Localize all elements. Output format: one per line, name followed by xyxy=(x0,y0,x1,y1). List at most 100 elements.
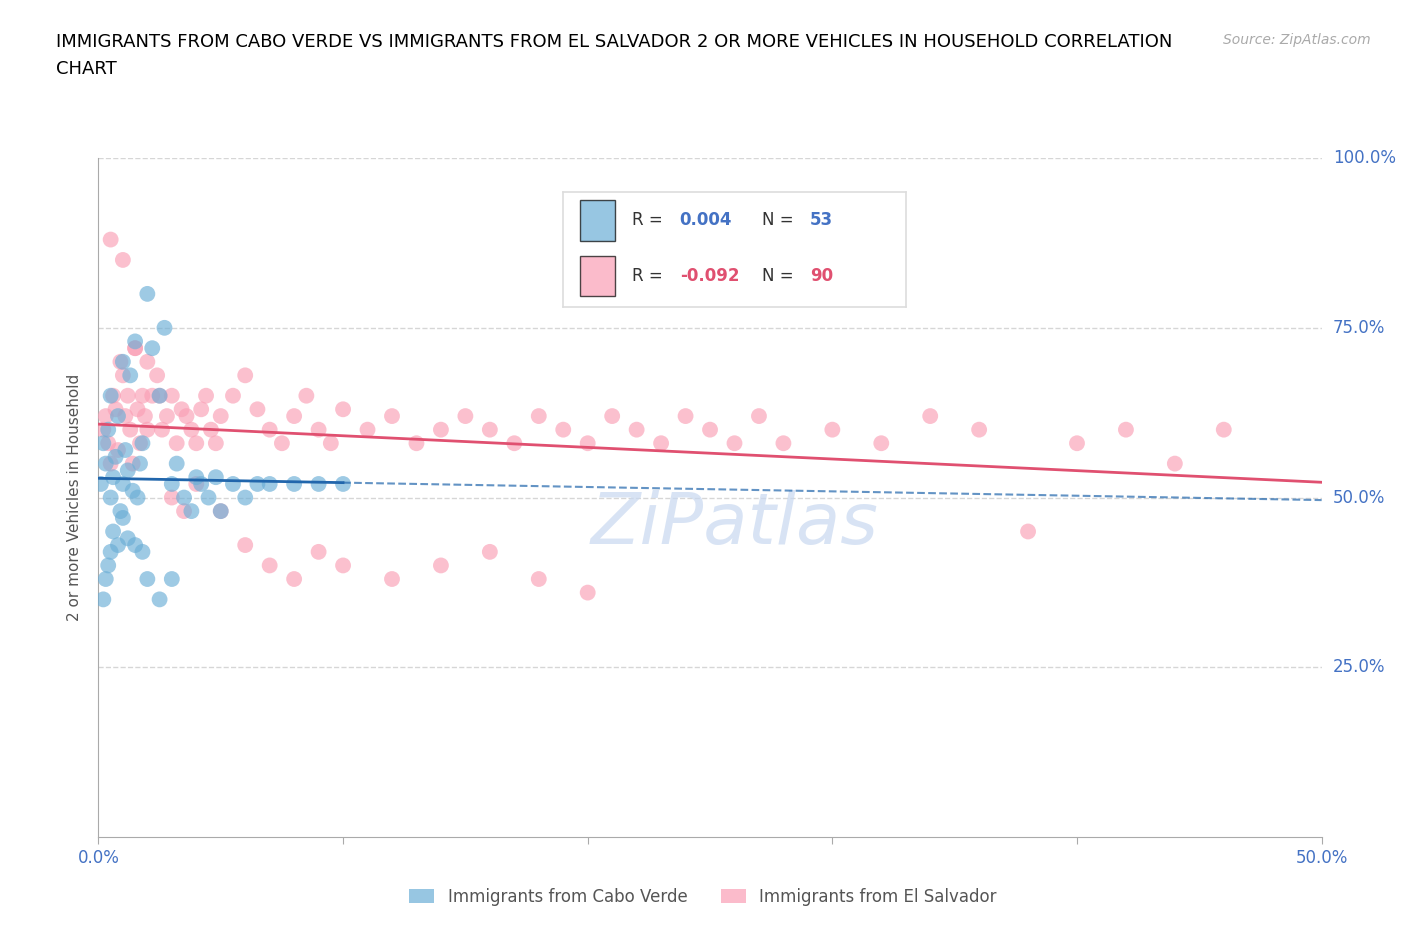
Point xyxy=(94,572,117,587)
Point xyxy=(107,443,129,458)
Point xyxy=(197,490,219,505)
Point xyxy=(127,490,149,505)
Point xyxy=(94,408,117,423)
Point xyxy=(1115,422,1137,437)
Point xyxy=(90,476,112,491)
Point xyxy=(110,504,132,519)
Point xyxy=(120,422,142,437)
Point xyxy=(97,422,120,437)
Point xyxy=(104,402,127,417)
Point xyxy=(205,470,228,485)
Text: N =: N = xyxy=(762,267,793,285)
Point xyxy=(114,443,136,458)
Point xyxy=(723,436,745,451)
Point xyxy=(200,422,222,437)
Point xyxy=(920,408,942,423)
Point xyxy=(576,436,599,451)
Point xyxy=(259,476,281,491)
Text: 100.0%: 100.0% xyxy=(1333,149,1396,167)
Point xyxy=(190,402,212,417)
Point xyxy=(478,422,501,437)
Point xyxy=(259,422,281,437)
Point xyxy=(283,476,305,491)
Text: 90: 90 xyxy=(810,267,832,285)
Point xyxy=(101,525,124,539)
Point xyxy=(129,457,152,472)
Point xyxy=(111,511,134,525)
Point xyxy=(626,422,648,437)
Point xyxy=(209,504,232,519)
Point xyxy=(270,436,294,451)
Legend: Immigrants from Cabo Verde, Immigrants from El Salvador: Immigrants from Cabo Verde, Immigrants f… xyxy=(402,881,1004,912)
Point xyxy=(124,340,146,355)
Point xyxy=(149,389,172,404)
Point xyxy=(141,389,163,404)
Point xyxy=(173,504,195,519)
Point xyxy=(186,476,208,491)
Point xyxy=(100,490,122,505)
Point xyxy=(121,457,143,472)
Point xyxy=(100,232,122,247)
Point xyxy=(332,476,354,491)
Point xyxy=(131,389,153,404)
Point xyxy=(111,253,134,268)
Point xyxy=(91,436,114,451)
Point xyxy=(100,457,122,472)
Point xyxy=(146,368,169,383)
Point xyxy=(259,558,281,573)
Point xyxy=(160,572,183,587)
Point xyxy=(100,389,122,404)
Point xyxy=(136,422,159,437)
Point xyxy=(356,422,378,437)
Point xyxy=(748,408,770,423)
Point xyxy=(124,340,146,355)
Point xyxy=(246,402,269,417)
Point xyxy=(233,490,256,505)
Point xyxy=(600,408,623,423)
Point xyxy=(160,389,183,404)
Point xyxy=(114,408,136,423)
Point xyxy=(121,484,143,498)
Point xyxy=(478,544,501,559)
Point xyxy=(209,504,232,519)
Point xyxy=(233,538,256,552)
Point xyxy=(141,340,163,355)
Point xyxy=(97,436,120,451)
Point xyxy=(381,408,404,423)
Point xyxy=(308,422,330,437)
Point xyxy=(124,334,146,349)
Point xyxy=(553,422,575,437)
Point xyxy=(111,354,134,369)
Point xyxy=(246,476,269,491)
Point xyxy=(131,436,153,451)
Point xyxy=(870,436,893,451)
Point xyxy=(136,354,159,369)
Point xyxy=(699,422,721,437)
Point xyxy=(186,470,208,485)
Point xyxy=(527,408,550,423)
Point xyxy=(1164,457,1187,472)
Text: Source: ZipAtlas.com: Source: ZipAtlas.com xyxy=(1223,33,1371,46)
Point xyxy=(527,572,550,587)
Point xyxy=(100,544,122,559)
Point xyxy=(111,368,134,383)
Point xyxy=(308,544,330,559)
Point xyxy=(1212,422,1234,437)
Y-axis label: 2 or more Vehicles in Household: 2 or more Vehicles in Household xyxy=(66,374,82,621)
Point xyxy=(134,408,156,423)
FancyBboxPatch shape xyxy=(581,200,614,241)
Text: R =: R = xyxy=(631,211,662,230)
Text: CHART: CHART xyxy=(56,60,117,78)
Point xyxy=(166,457,188,472)
Point xyxy=(233,368,256,383)
Point xyxy=(205,436,228,451)
Point xyxy=(153,320,176,336)
Point xyxy=(136,572,159,587)
Point xyxy=(107,538,129,552)
Point xyxy=(295,389,318,404)
Point xyxy=(127,402,149,417)
Point xyxy=(91,422,114,437)
Point xyxy=(117,389,139,404)
Text: 0.004: 0.004 xyxy=(679,211,733,230)
Text: 50.0%: 50.0% xyxy=(1333,488,1385,507)
